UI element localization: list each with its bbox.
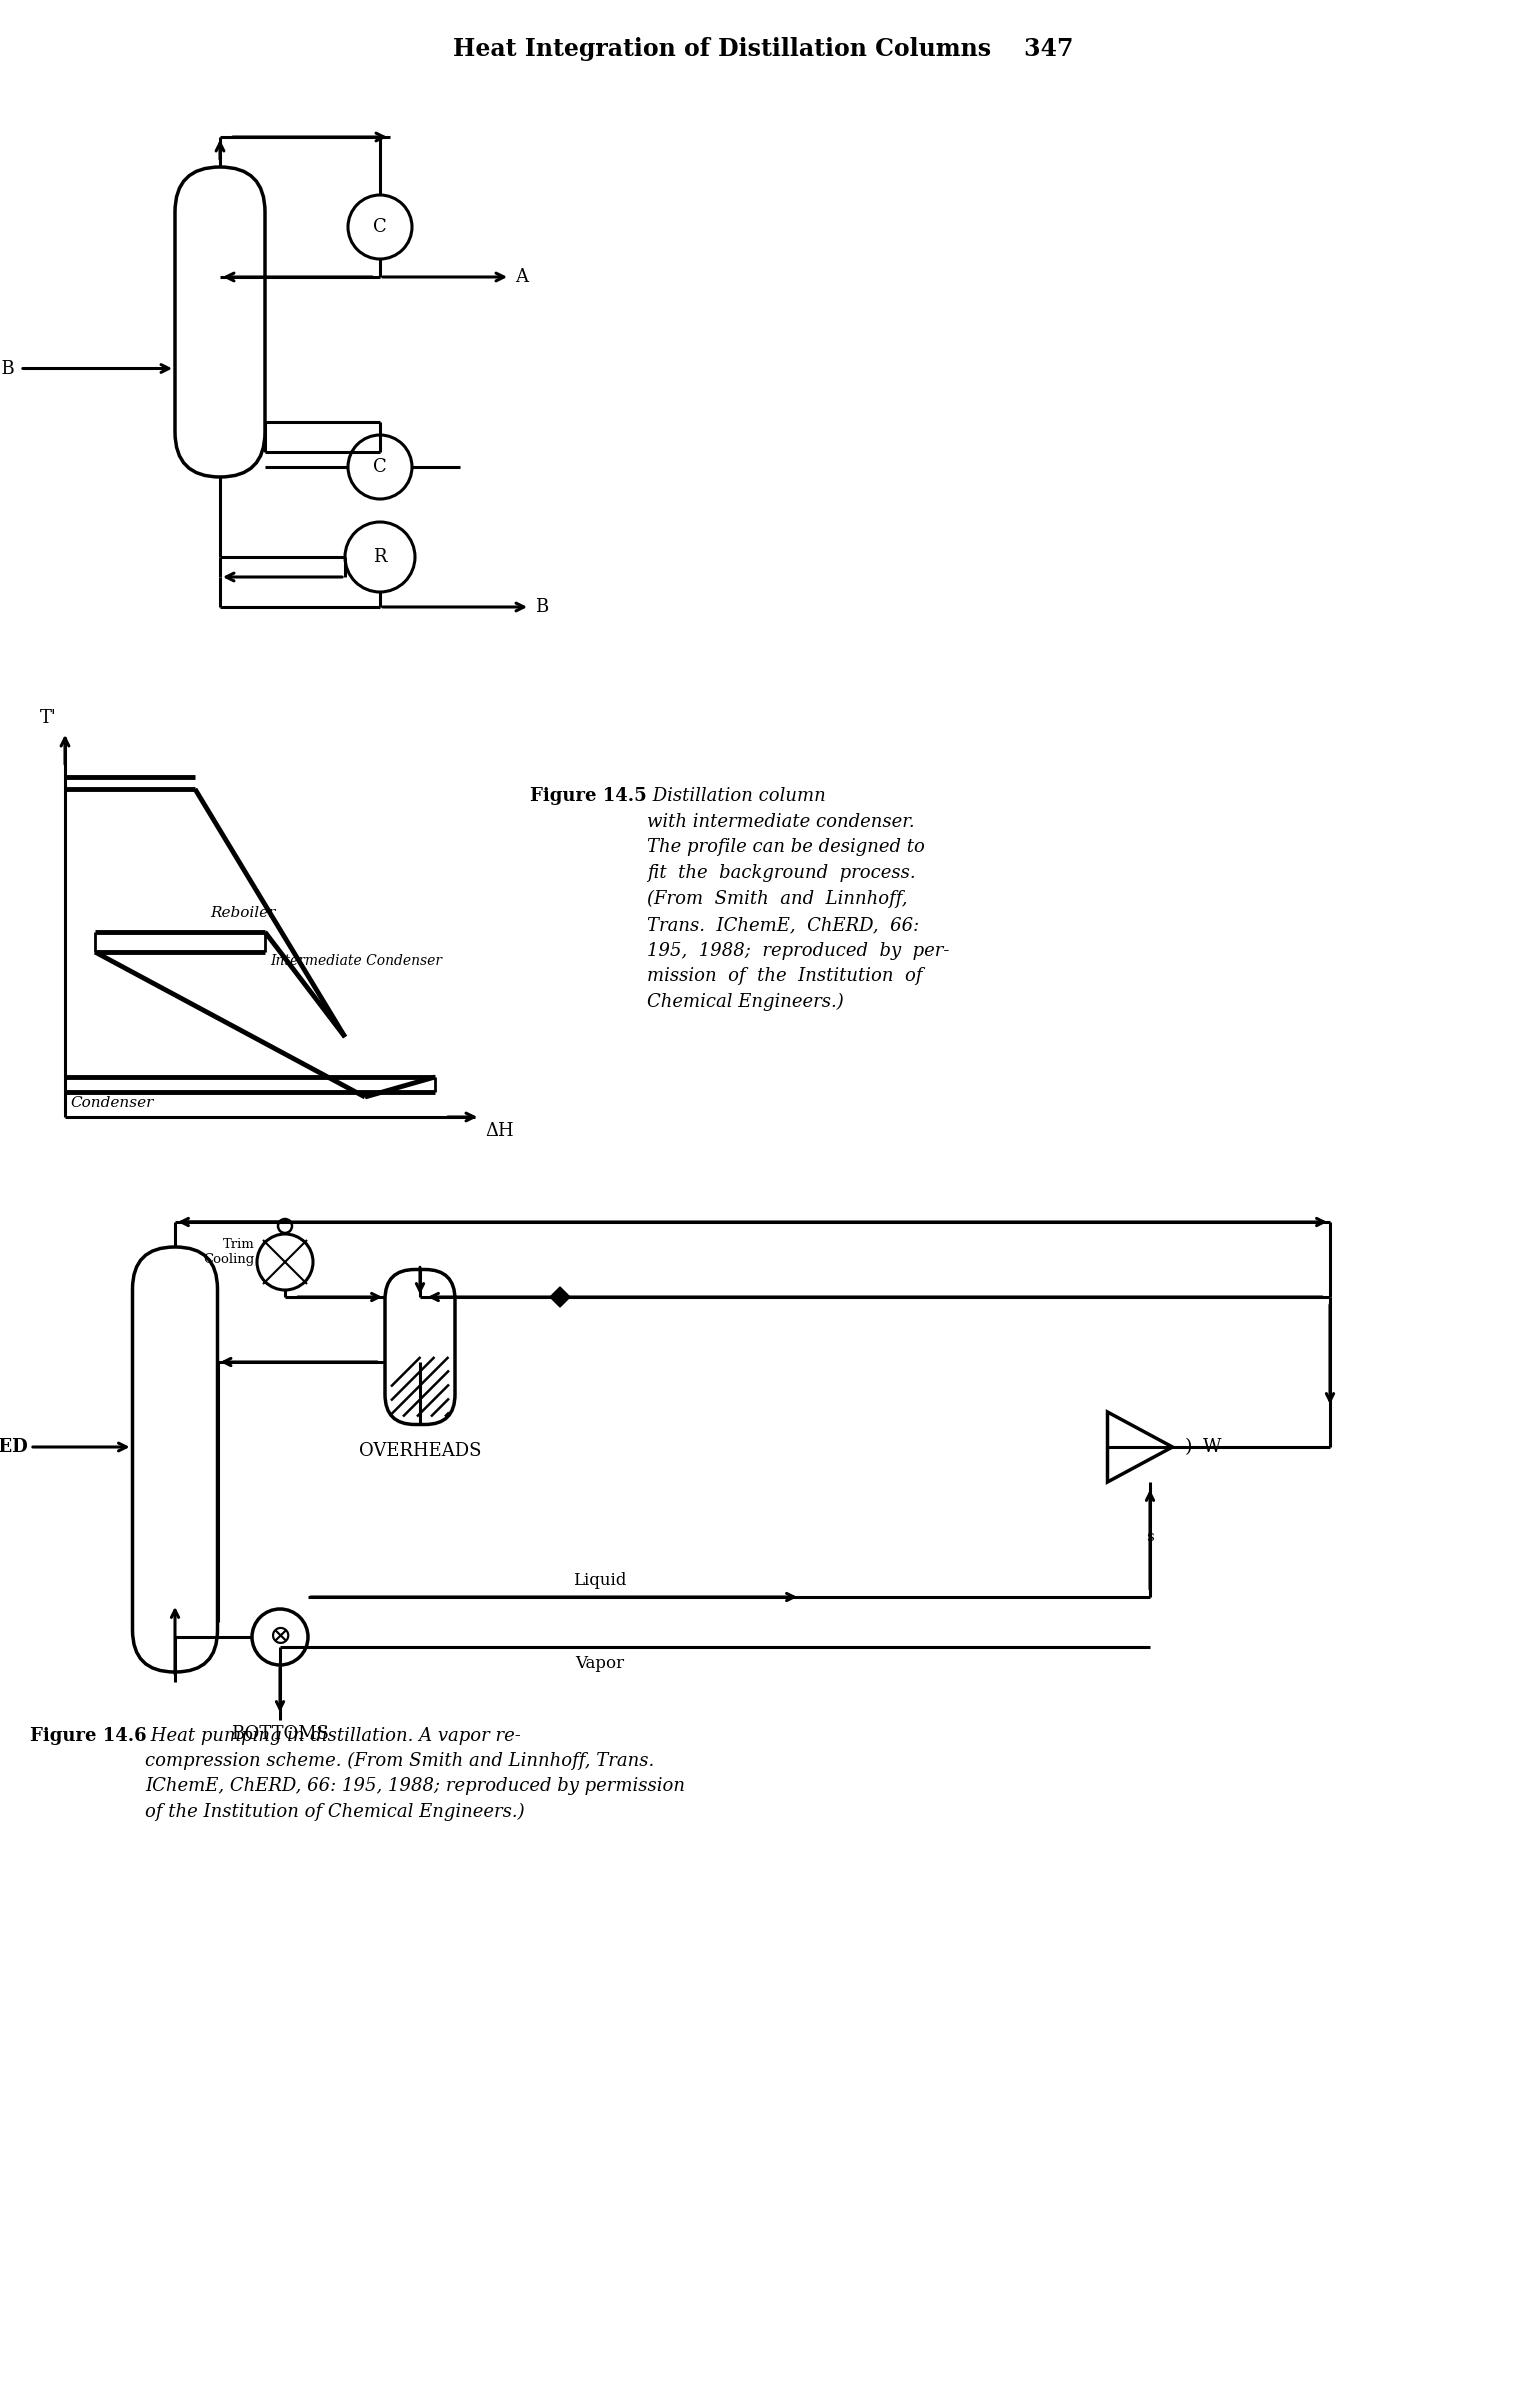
Text: Condenser: Condenser — [70, 1095, 154, 1110]
Text: Liquid: Liquid — [574, 1572, 627, 1589]
Text: Intermediate Condenser: Intermediate Condenser — [270, 953, 443, 968]
Text: Distillation column
with intermediate condenser.
The profile can be designed to
: Distillation column with intermediate co… — [647, 787, 949, 1011]
Text: Reboiler: Reboiler — [211, 905, 275, 919]
Text: ΔH: ΔH — [485, 1122, 514, 1141]
Polygon shape — [549, 1288, 571, 1307]
Text: Trim
Cooling: Trim Cooling — [204, 1237, 255, 1266]
Text: A: A — [514, 267, 528, 286]
Text: W: W — [1202, 1437, 1221, 1456]
Text: Vapor: Vapor — [575, 1656, 624, 1673]
Text: C: C — [374, 457, 388, 477]
Text: Figure 14.6: Figure 14.6 — [31, 1726, 146, 1745]
Text: OVERHEADS: OVERHEADS — [359, 1442, 481, 1461]
Text: B: B — [536, 597, 548, 616]
Text: R: R — [374, 549, 386, 566]
FancyBboxPatch shape — [175, 166, 266, 477]
Text: Heat pumping in distillation. A vapor re-
compression scheme. (From Smith and Li: Heat pumping in distillation. A vapor re… — [145, 1726, 685, 1820]
FancyBboxPatch shape — [133, 1247, 218, 1673]
Text: ⊗: ⊗ — [269, 1622, 291, 1651]
Text: Figure 14.5: Figure 14.5 — [530, 787, 647, 804]
FancyBboxPatch shape — [385, 1268, 455, 1425]
Text: s: s — [1146, 1531, 1154, 1543]
Text: Heat Integration of Distillation Columns    347: Heat Integration of Distillation Columns… — [453, 36, 1073, 60]
Text: A + B: A + B — [0, 359, 15, 378]
Text: ): ) — [1184, 1437, 1192, 1456]
Text: C: C — [374, 219, 388, 236]
Text: FEED: FEED — [0, 1437, 27, 1456]
Text: T': T' — [40, 710, 56, 727]
Text: BOTTOMS: BOTTOMS — [230, 1726, 330, 1743]
